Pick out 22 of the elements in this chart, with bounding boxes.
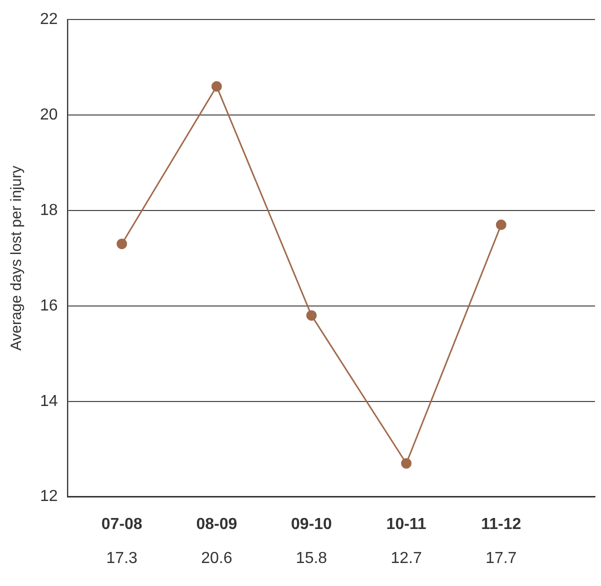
- x-tick-label: 08-09: [196, 516, 238, 533]
- y-tick-label: 16: [40, 297, 58, 314]
- x-tick-label: 09-10: [291, 516, 332, 533]
- y-tick-label: 12: [40, 488, 58, 506]
- y-tick-label: 18: [40, 202, 58, 219]
- x-tick-label: 10-11: [386, 516, 426, 533]
- point: [401, 458, 412, 469]
- point: [306, 310, 317, 321]
- y-tick-label: 22: [40, 11, 58, 28]
- data-label: 17.7: [486, 550, 517, 568]
- point: [116, 238, 128, 250]
- y-tick-label: 14: [40, 392, 58, 410]
- point: [496, 220, 506, 230]
- point: [211, 81, 222, 92]
- y-tick-label: 20: [40, 106, 58, 124]
- data-label: 12.7: [390, 550, 422, 568]
- y-axis-title: Average days lost per injury: [8, 165, 26, 351]
- data-label: 17.3: [106, 550, 138, 568]
- data-label: 15.8: [296, 550, 328, 568]
- x-tick-label: 11-12: [481, 516, 522, 533]
- data-label: 20.6: [201, 550, 232, 568]
- x-tick-label: 07-08: [101, 516, 142, 533]
